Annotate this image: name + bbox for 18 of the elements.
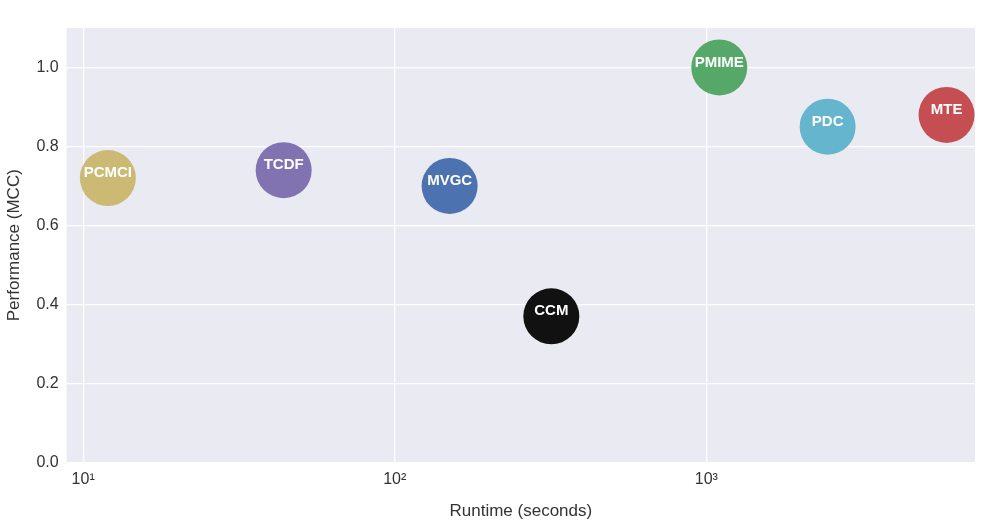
- series-label: MVGC: [427, 171, 473, 189]
- series-label: TCDF: [263, 155, 304, 173]
- x-tick-label: 10²: [383, 470, 407, 488]
- y-tick-label: 0.0: [36, 452, 59, 470]
- y-axis-title: Performance (MCC): [3, 169, 23, 322]
- y-tick-label: 0.8: [36, 136, 59, 154]
- x-tick-label: 10¹: [71, 470, 95, 488]
- series-label: PMIME: [694, 52, 744, 70]
- y-tick-label: 0.2: [36, 373, 59, 391]
- series-label: CCM: [534, 301, 569, 319]
- y-tick-label: 0.6: [36, 215, 59, 233]
- y-tick-label: 1.0: [36, 57, 59, 75]
- series-label: PDC: [811, 111, 844, 129]
- y-tick-label: 0.4: [36, 294, 59, 312]
- x-tick-label: 10³: [694, 470, 719, 488]
- series-label: MTE: [930, 100, 963, 118]
- series-label: PCMCI: [83, 163, 133, 181]
- x-axis-title: Runtime (seconds): [449, 501, 593, 521]
